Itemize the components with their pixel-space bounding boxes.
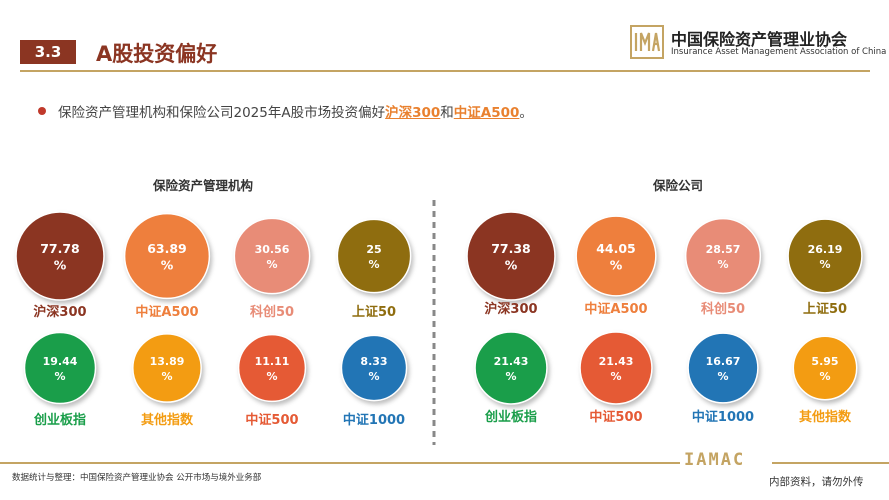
bubble-value-1-2: 28.57 xyxy=(706,243,741,256)
bubble-0-7 xyxy=(340,334,408,402)
bubble-value-1-1: 44.05 xyxy=(596,241,636,256)
bubble-1-2 xyxy=(684,217,762,295)
bubble-label-0-2: 科创50 xyxy=(250,304,294,320)
bubble-1-1 xyxy=(575,215,657,297)
bubble-value-0-1: 63.89 xyxy=(147,241,187,256)
footer-divider xyxy=(0,462,889,464)
bubble-unit-1-4: % xyxy=(505,370,516,383)
bubble-unit-1-3: % xyxy=(819,258,830,271)
bubble-unit-1-0: % xyxy=(505,258,518,273)
bubble-value-0-0: 77.78 xyxy=(40,241,80,256)
bubble-label-1-2: 科创50 xyxy=(701,301,745,317)
bubble-1-4 xyxy=(474,331,548,405)
bubble-value-0-4: 19.44 xyxy=(43,355,78,368)
chart-title-companies: 保险公司 xyxy=(652,178,703,193)
bubble-0-0 xyxy=(15,211,105,301)
summary-suffix: 。 xyxy=(519,105,533,121)
header-divider xyxy=(20,70,870,72)
bubble-value-0-6: 11.11 xyxy=(255,355,290,368)
bubble-unit-0-5: % xyxy=(161,370,172,383)
bubble-1-3 xyxy=(787,218,863,294)
section-number-badge: 3.3 xyxy=(20,40,76,64)
bubble-label-1-1: 中证A500 xyxy=(584,301,647,317)
bubble-value-1-3: 26.19 xyxy=(808,243,843,256)
bubble-unit-1-6: % xyxy=(717,370,728,383)
bubble-value-1-4: 21.43 xyxy=(494,355,529,368)
summary-highlight-1: 沪深300 xyxy=(385,105,441,121)
bubble-value-1-5: 21.43 xyxy=(599,355,634,368)
bubble-label-1-6: 中证1000 xyxy=(692,409,754,425)
bubble-unit-0-4: % xyxy=(54,370,65,383)
bubble-unit-0-6: % xyxy=(266,370,277,383)
bubble-label-1-0: 沪深300 xyxy=(484,301,537,317)
bubble-1-5 xyxy=(579,331,653,405)
bubble-0-2 xyxy=(233,217,311,295)
footer-confidential-note: 内部资料，请勿外传 xyxy=(769,476,864,488)
bubble-0-5 xyxy=(132,333,202,403)
bubble-label-1-7: 其他指数 xyxy=(799,409,852,425)
footer-source: 数据统计与整理：中国保险资产管理业协会 公开市场与境外业务部 xyxy=(12,473,262,483)
bubble-1-7 xyxy=(792,335,858,401)
bubble-value-0-2: 30.56 xyxy=(255,243,290,256)
bubble-label-0-0: 沪深300 xyxy=(33,304,86,320)
bubble-label-0-3: 上证50 xyxy=(352,305,396,320)
summary-text: 保险资产管理机构和保险公司2025年A股市场投资偏好沪深300和中证A500。 xyxy=(58,101,533,121)
bubble-label-0-6: 中证500 xyxy=(245,412,298,428)
summary-highlight-2: 中证A500 xyxy=(453,105,520,121)
bubble-0-4 xyxy=(23,331,97,405)
bubble-unit-1-7: % xyxy=(819,370,830,383)
bubble-value-1-6: 16.67 xyxy=(706,355,741,368)
bubble-unit-1-5: % xyxy=(610,370,621,383)
bubble-label-1-4: 创业板指 xyxy=(484,409,537,425)
bubble-unit-1-2: % xyxy=(717,258,728,271)
bubble-0-1 xyxy=(123,212,211,300)
bubble-label-0-7: 中证1000 xyxy=(343,412,405,428)
org-name-en: Insurance Asset Management Association o… xyxy=(671,47,887,57)
org-name-cn: 中国保险资产管理业协会 xyxy=(671,30,848,49)
page-title: A股投资偏好 xyxy=(96,42,218,66)
bubble-0-6 xyxy=(237,333,307,403)
bubble-value-0-5: 13.89 xyxy=(150,355,185,368)
bubble-unit-0-3: % xyxy=(368,258,379,271)
bubble-unit-1-1: % xyxy=(610,258,623,273)
iamac-logo-icon xyxy=(630,25,664,59)
bubble-label-1-5: 中证500 xyxy=(589,409,642,425)
footer-logo-backdrop xyxy=(680,452,772,470)
bubble-label-0-1: 中证A500 xyxy=(135,304,198,320)
bubble-label-0-5: 其他指数 xyxy=(141,412,194,428)
bubble-value-0-7: 8.33 xyxy=(360,355,387,368)
bubble-unit-0-0: % xyxy=(54,258,67,273)
bullet-icon xyxy=(38,107,46,115)
summary-mid: 和 xyxy=(440,105,454,121)
chart-title-institutions: 保险资产管理机构 xyxy=(152,178,253,193)
bubble-value-0-3: 25 xyxy=(366,243,381,256)
bubble-label-1-3: 上证50 xyxy=(803,302,847,317)
bubble-0-3 xyxy=(336,218,412,294)
bubble-value-1-0: 77.38 xyxy=(491,241,531,256)
bubble-unit-0-2: % xyxy=(266,258,277,271)
bubble-unit-0-7: % xyxy=(368,370,379,383)
bubble-1-6 xyxy=(687,332,759,404)
footer-logo: IAMAC xyxy=(684,450,746,470)
bubble-unit-0-1: % xyxy=(161,258,174,273)
summary-prefix: 保险资产管理机构和保险公司2025年A股市场投资偏好 xyxy=(58,105,386,121)
bubble-1-0 xyxy=(466,211,556,301)
bubble-value-1-7: 5.95 xyxy=(811,355,838,368)
bubble-label-0-4: 创业板指 xyxy=(33,412,86,428)
